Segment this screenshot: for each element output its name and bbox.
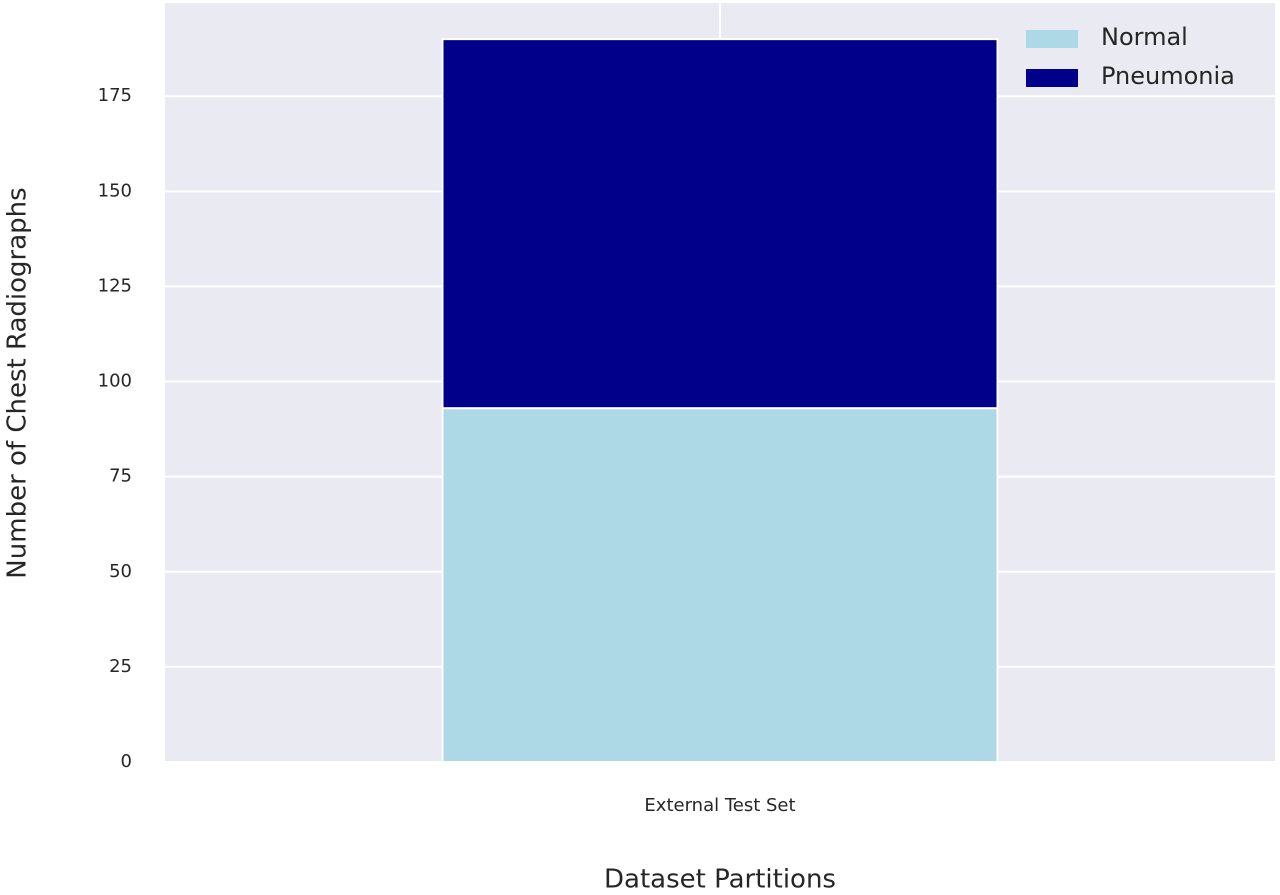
- y-tick-label: 0: [121, 751, 132, 772]
- y-tick-label: 25: [109, 656, 132, 677]
- bar-segment: [441, 407, 999, 763]
- bar-segment: [441, 38, 999, 410]
- x-tick-label: External Test Set: [644, 795, 795, 816]
- tick-labels: 0 25 50 75 100 125 150 175 External Test Set: [98, 85, 796, 816]
- y-tick-label: 125: [98, 275, 132, 296]
- y-axis-label: Number of Chest Radiographs: [3, 187, 33, 578]
- y-tick-label: 75: [109, 466, 132, 487]
- bars: [441, 38, 999, 763]
- legend-swatch: [1026, 69, 1078, 87]
- legend-label: Pneumonia: [1101, 62, 1235, 90]
- x-axis-label: Dataset Partitions: [604, 865, 836, 895]
- y-tick-label: 175: [98, 85, 132, 106]
- legend-swatch: [1026, 30, 1078, 48]
- legend: Normal Pneumonia: [1026, 23, 1235, 90]
- y-tick-label: 100: [98, 371, 132, 392]
- y-tick-label: 50: [109, 561, 132, 582]
- legend-label: Normal: [1101, 23, 1188, 51]
- y-tick-label: 150: [98, 180, 132, 201]
